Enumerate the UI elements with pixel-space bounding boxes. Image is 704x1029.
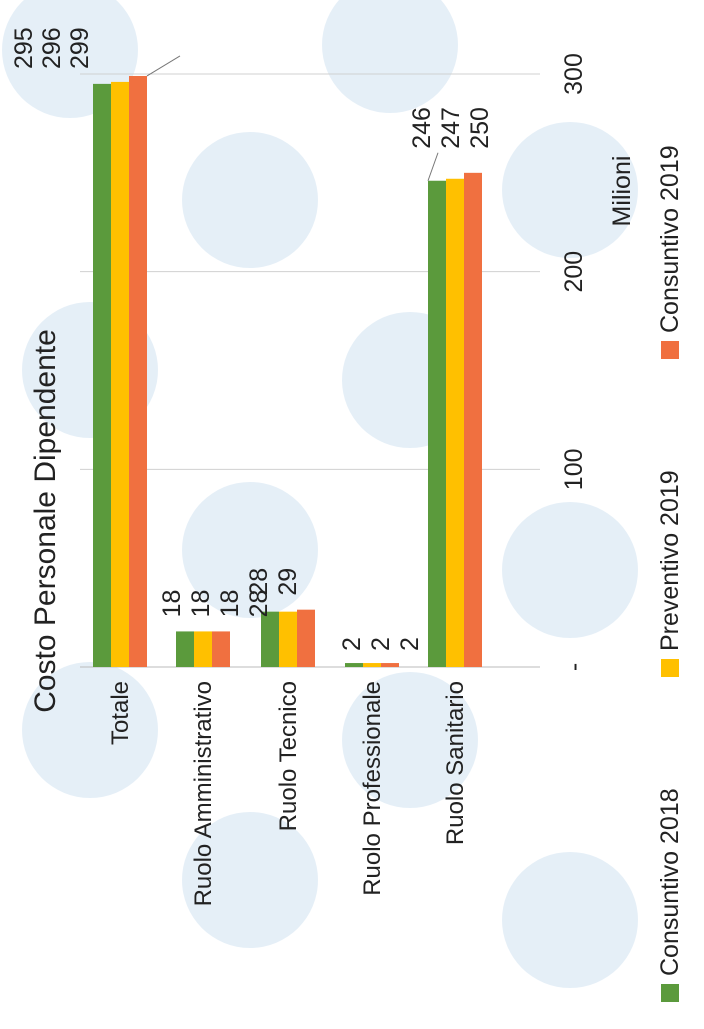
background-circle [182,812,318,948]
background-circle [502,852,638,988]
data-label: 18 [216,590,244,618]
data-label: 295 [10,27,38,69]
bar [194,631,212,667]
bar [428,180,446,667]
data-label: 2 [396,637,424,651]
axis-tick-label: 100 [560,448,588,490]
axis-title: Milioni [608,156,636,227]
leader-line [427,152,439,181]
category-label: Ruolo Professionale [359,681,386,896]
bar [176,631,194,667]
background-circle [322,0,458,113]
category-label: Ruolo Amministrativo [190,681,217,906]
category-label: Ruolo Tecnico [275,681,302,831]
bar [363,663,381,667]
background-circle [502,122,638,258]
bar [261,611,279,667]
legend-swatch [661,659,679,677]
category-labels: Totale Ruolo Amministrativo Ruolo Tecnico R… [107,681,469,906]
bar [381,663,399,667]
data-label: 18 [158,590,186,618]
bar [446,178,464,667]
legend-label: Preventivo 2019 [656,470,684,651]
background-decoration [2,0,638,988]
data-label: 296 [38,27,66,69]
axis-tick-label: 200 [560,251,588,293]
bar [93,83,111,667]
legend: Consuntivo 2018 Preventivo 2019 Consuntivo… [656,145,684,1002]
data-label: 28 [245,590,273,618]
category-label: Totale [107,681,134,745]
chart-title: Costo Personale Dipendente [29,329,62,713]
background-circle [182,482,318,618]
background-circle [502,502,638,638]
bars-group [93,75,482,667]
data-label: 299 [66,27,94,69]
legend-label: Consuntivo 2019 [656,145,684,333]
legend-swatch [661,984,679,1002]
data-label: 247 [437,107,465,149]
data-label: 2 [367,637,395,651]
legend-swatch [661,341,679,359]
axis-ticks: - 100 200 300 [560,53,588,671]
bar [464,172,482,667]
legend-label: Consuntivo 2018 [656,788,684,976]
bar [111,81,129,667]
data-label: 29 [274,568,302,596]
bar [297,609,315,667]
data-label: 28 [245,568,273,596]
data-label: 246 [408,107,436,149]
background-circle [182,132,318,268]
leader-line [146,55,181,77]
data-label: 18 [187,590,215,618]
background-circle [342,672,478,808]
bar [129,75,147,667]
background-circle [22,662,158,798]
bar [279,611,297,667]
category-label: Ruolo Sanitario [442,681,469,845]
bar [212,631,230,667]
axis-tick-label: - [560,663,588,671]
bar [345,663,363,667]
data-label: 250 [466,107,494,149]
data-label: 2 [338,637,366,651]
axis-tick-label: 300 [560,53,588,95]
